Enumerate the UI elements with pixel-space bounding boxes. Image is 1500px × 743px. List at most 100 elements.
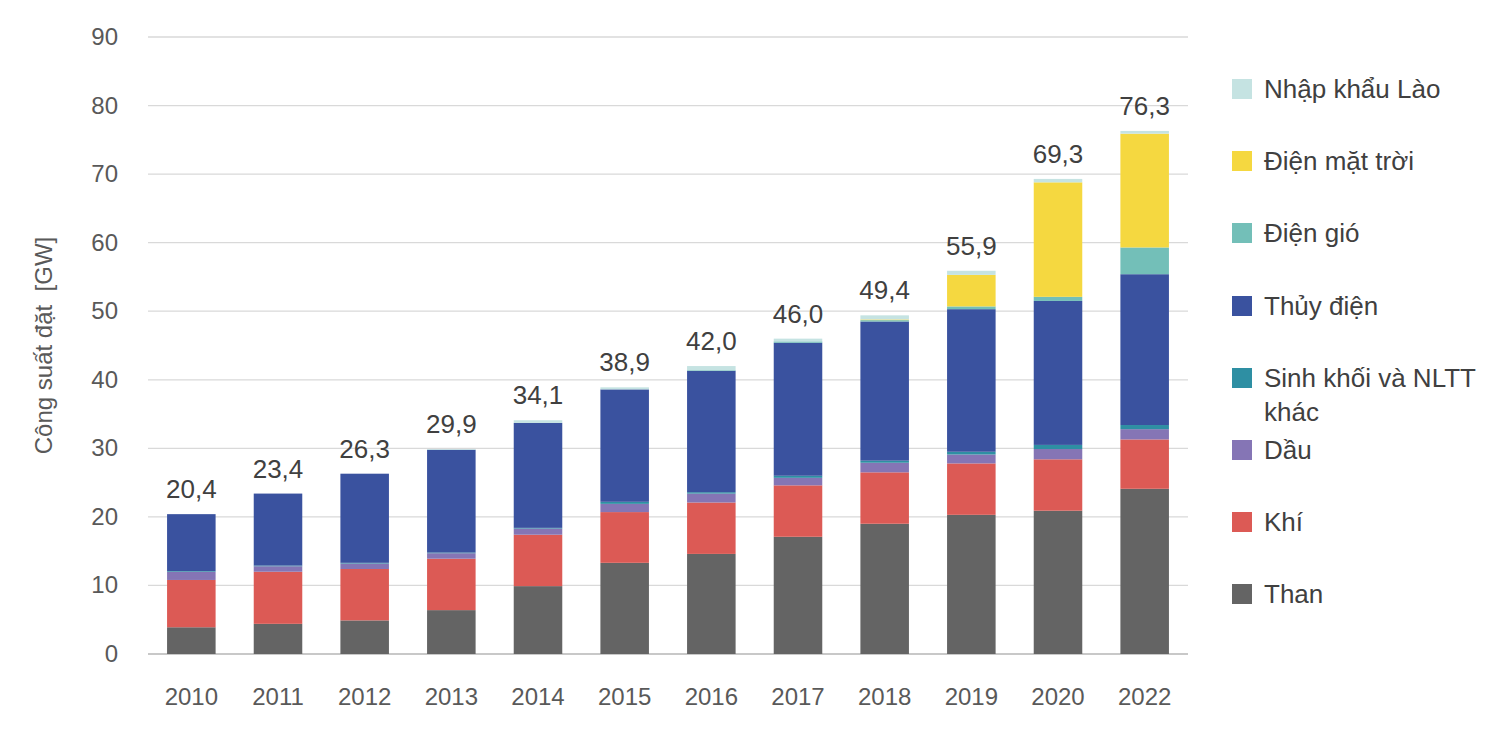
bar-segment	[687, 554, 736, 654]
total-label: 29,9	[426, 409, 477, 439]
bar-segment	[600, 387, 649, 389]
legend-item: Thủy điện	[1232, 289, 1494, 323]
bar-segment	[774, 343, 823, 476]
y-tick-label: 60	[91, 229, 118, 256]
legend-item: Than	[1232, 577, 1494, 611]
bar-segment	[1034, 297, 1083, 301]
bar-segment	[254, 494, 303, 566]
x-axis-line	[148, 653, 1188, 655]
bar-segment	[860, 320, 909, 321]
bar-segment	[687, 492, 736, 493]
bar-segment	[254, 624, 303, 654]
y-tick-label: 70	[91, 160, 118, 187]
bar-segment	[427, 449, 476, 450]
grid-line	[148, 516, 1188, 517]
bar-segment	[340, 569, 389, 620]
grid-line	[148, 585, 1188, 586]
bar-segment	[340, 473, 389, 474]
bar-segment	[254, 572, 303, 624]
total-label: 23,4	[253, 454, 304, 484]
legend-label: Thủy điện	[1264, 289, 1484, 323]
bars	[167, 131, 1169, 654]
legend-item: Dầu	[1232, 433, 1494, 467]
bar-segment	[947, 452, 996, 455]
total-label: 49,4	[859, 275, 910, 305]
bar-segment	[1034, 182, 1083, 296]
bar-segment	[860, 322, 909, 461]
bar-segment	[514, 423, 563, 528]
legend-swatch	[1232, 296, 1252, 316]
bar-segment	[860, 461, 909, 463]
bar-segment	[860, 524, 909, 654]
bar-segment	[254, 493, 303, 494]
bar-segment	[1034, 511, 1083, 654]
bar-segment	[340, 473, 389, 474]
legend-label: Điện gió	[1264, 216, 1484, 250]
bar-segment	[340, 620, 389, 654]
bar-segment	[1120, 489, 1169, 654]
bar-segment	[514, 586, 563, 654]
x-tick-label: 2013	[425, 683, 478, 710]
bar-segment	[167, 514, 216, 515]
bar-segment	[167, 580, 216, 627]
x-tick-label: 2011	[252, 683, 304, 710]
y-tick-label: 40	[91, 366, 118, 393]
legend-label: Sinh khối và NLTT khác	[1264, 361, 1484, 429]
total-label: 76,3	[1119, 91, 1170, 121]
bar-segment	[687, 366, 736, 370]
bar-segment	[427, 610, 476, 654]
bar-segment	[1120, 425, 1169, 429]
legend-item: Sinh khối và NLTT khác	[1232, 361, 1494, 429]
y-tick-label: 10	[91, 571, 118, 598]
bar-segment	[1120, 274, 1169, 425]
x-tick-label: 2015	[598, 683, 651, 710]
bar-segment	[427, 449, 476, 450]
bar-segment	[1120, 247, 1169, 274]
grid-line	[148, 448, 1188, 449]
bar-segment	[514, 535, 563, 586]
grid-line	[148, 653, 1188, 654]
bar-segment	[600, 504, 649, 512]
legend-label: Dầu	[1264, 433, 1484, 467]
x-tick-label: 2017	[771, 683, 824, 710]
bar-segment	[774, 476, 823, 478]
bar-segment	[254, 493, 303, 494]
y-axis-label: Công suất đặt [GW]	[30, 237, 57, 454]
bar-segment	[860, 463, 909, 473]
legend-swatch	[1232, 223, 1252, 243]
bar-segment	[167, 514, 216, 515]
bar-segment	[687, 494, 736, 503]
grid-line	[148, 105, 1188, 106]
legend-label: Than	[1264, 577, 1484, 611]
grid-line	[148, 36, 1188, 37]
bar-segment	[600, 502, 649, 504]
bar-segment	[774, 537, 823, 654]
bar-segment	[514, 529, 563, 535]
bar-segment	[947, 306, 996, 309]
bar-segment	[947, 455, 996, 464]
x-tick-label: 2014	[511, 683, 564, 710]
bar-segment	[1034, 445, 1083, 449]
bar-segment	[254, 493, 303, 494]
bar-segment	[774, 341, 823, 342]
total-label: 38,9	[599, 347, 650, 377]
bar-segment	[1034, 301, 1083, 445]
legend-item: Khí	[1232, 505, 1494, 539]
total-label: 55,9	[946, 231, 997, 261]
bar-segment	[947, 463, 996, 514]
bar-segment	[427, 553, 476, 558]
grid-line	[148, 242, 1188, 243]
bar-segment	[947, 271, 996, 275]
bar-segment	[774, 478, 823, 486]
bar-segment	[947, 275, 996, 307]
bar-segment	[1120, 439, 1169, 488]
bar-segment	[860, 472, 909, 523]
total-label: 34,1	[513, 380, 564, 410]
bar-segment	[860, 315, 909, 319]
bar-segment	[774, 485, 823, 536]
bar-segment	[687, 371, 736, 492]
y-tick-label: 20	[91, 503, 118, 530]
legend-item: Nhập khẩu Lào	[1232, 72, 1494, 106]
grid-line	[148, 173, 1188, 174]
bar-segment	[167, 514, 216, 571]
